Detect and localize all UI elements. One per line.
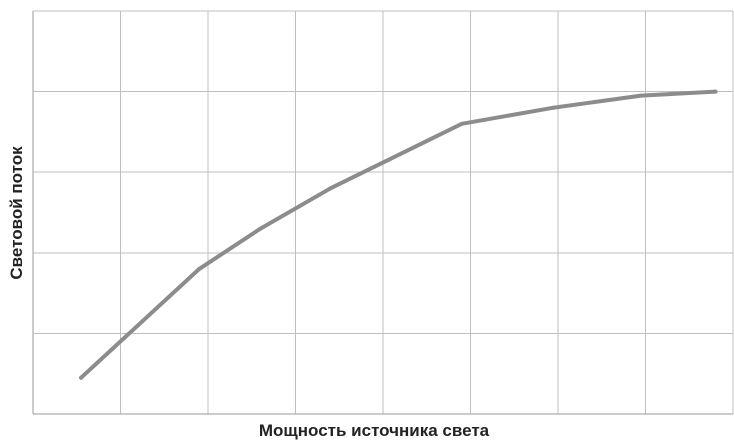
data-point	[258, 226, 263, 231]
series-layer	[79, 89, 718, 380]
data-point	[639, 93, 644, 98]
data-point	[551, 105, 556, 110]
gridlines	[32, 10, 734, 415]
data-point	[459, 121, 464, 126]
data-point	[328, 186, 333, 191]
y-axis-title: Световой поток	[7, 146, 26, 280]
data-point	[197, 266, 202, 271]
data-point	[79, 375, 84, 380]
data-point	[713, 89, 718, 94]
x-axis-title: Мощность источника света	[259, 421, 490, 440]
series-line	[79, 89, 718, 380]
